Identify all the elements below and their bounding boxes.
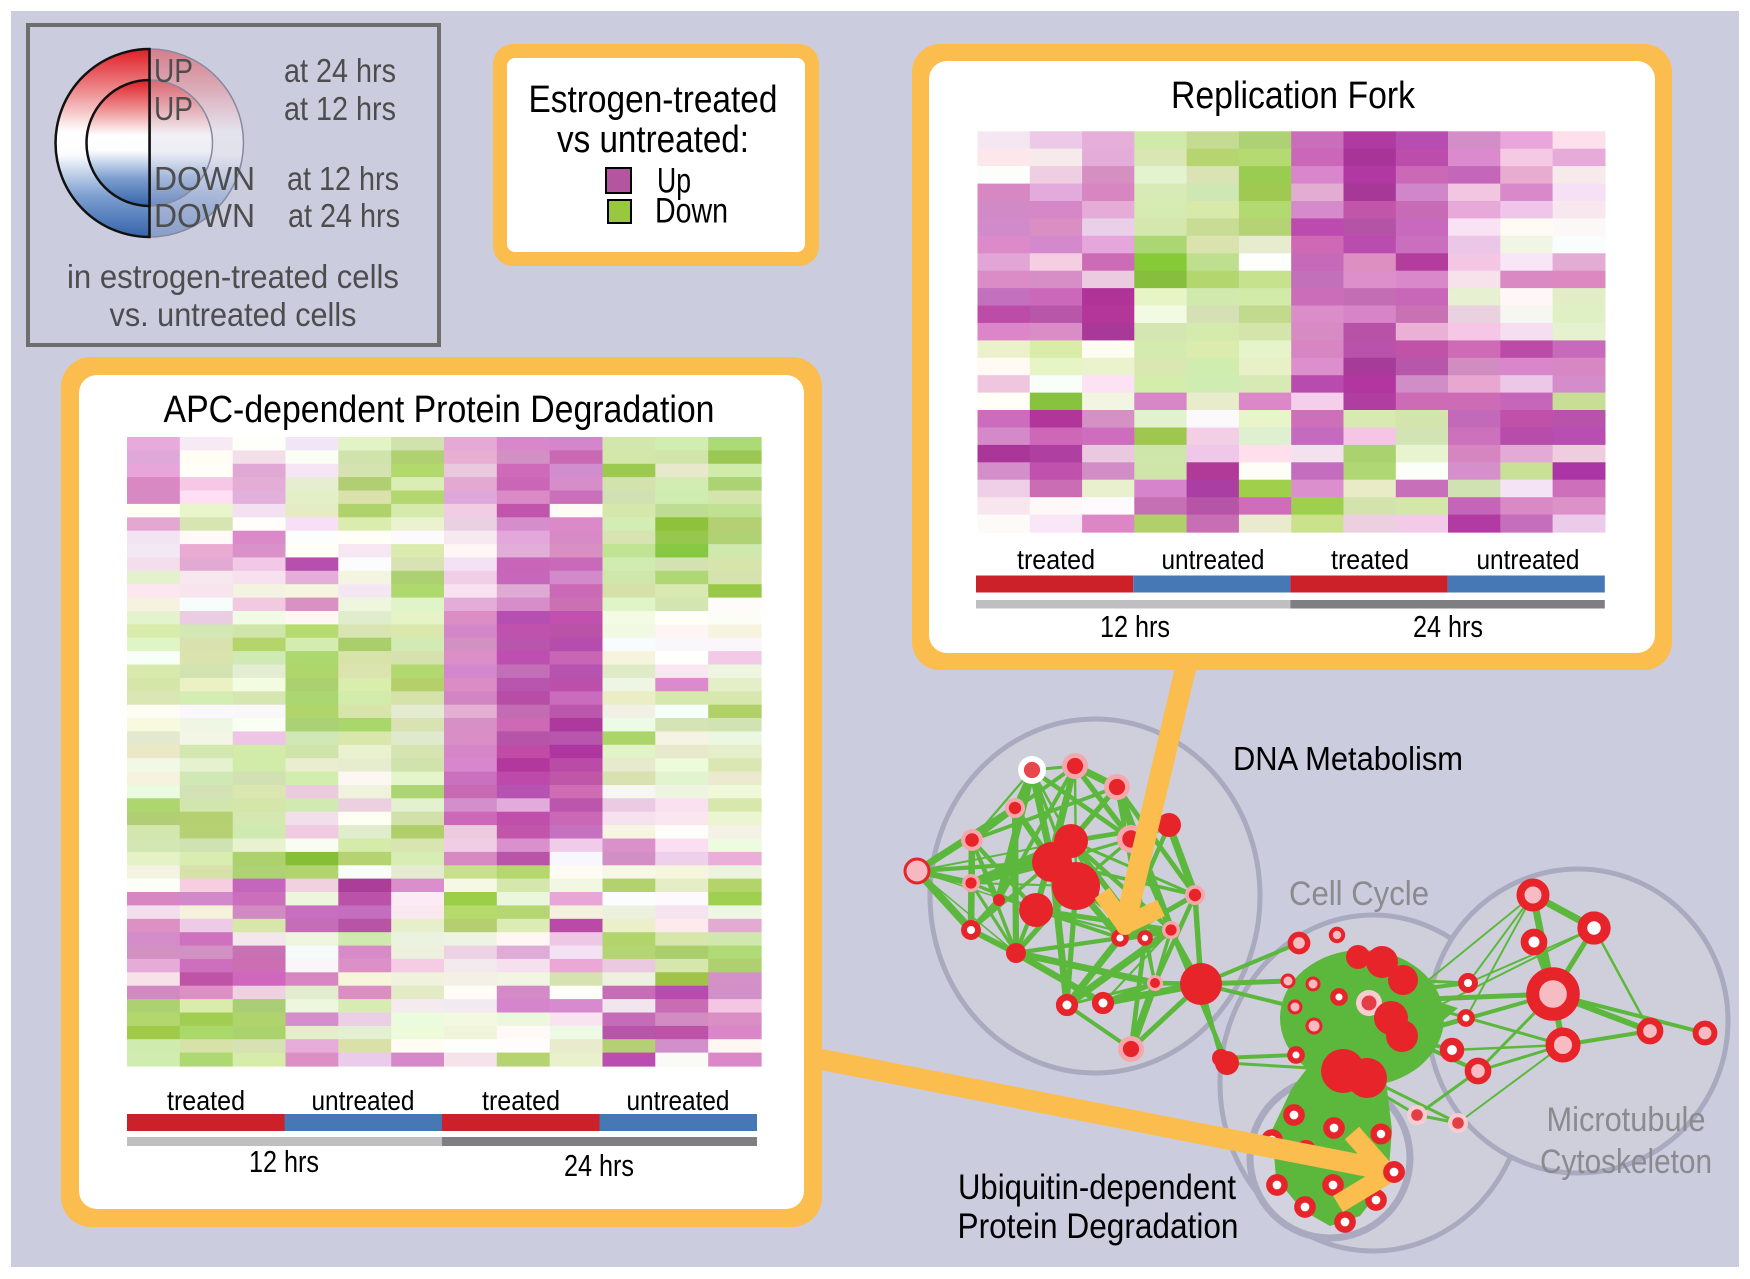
svg-text:DNA Metabolism: DNA Metabolism <box>1233 740 1463 777</box>
svg-text:24 hrs: 24 hrs <box>564 1148 634 1183</box>
svg-text:DOWN: DOWN <box>154 160 255 197</box>
svg-text:untreated: untreated <box>627 1085 730 1116</box>
svg-text:at 24 hrs: at 24 hrs <box>288 197 400 234</box>
svg-text:Estrogen-treated: Estrogen-treated <box>529 79 778 121</box>
svg-text:Protein Degradation: Protein Degradation <box>958 1207 1239 1246</box>
svg-text:APC-dependent Protein Degradat: APC-dependent Protein Degradation <box>164 389 715 431</box>
svg-text:Ubiquitin-dependent: Ubiquitin-dependent <box>958 1168 1236 1207</box>
svg-text:treated: treated <box>1017 544 1095 575</box>
svg-text:12 hrs: 12 hrs <box>1100 609 1170 644</box>
svg-text:Up: Up <box>657 162 691 201</box>
svg-text:Cytoskeleton: Cytoskeleton <box>1540 1143 1712 1181</box>
svg-text:UP: UP <box>154 90 193 127</box>
svg-text:12 hrs: 12 hrs <box>249 1144 319 1179</box>
svg-text:Microtubule: Microtubule <box>1547 1101 1706 1139</box>
svg-text:UP: UP <box>154 52 193 89</box>
svg-text:Replication Fork: Replication Fork <box>1171 75 1416 117</box>
svg-text:treated: treated <box>1331 544 1409 575</box>
svg-text:Down: Down <box>655 192 728 231</box>
svg-text:vs. untreated cells: vs. untreated cells <box>110 296 357 333</box>
svg-text:at 12 hrs: at 12 hrs <box>287 160 399 197</box>
svg-text:at 12 hrs: at 12 hrs <box>284 90 396 127</box>
svg-text:vs untreated:: vs untreated: <box>557 119 749 161</box>
svg-text:Cell Cycle: Cell Cycle <box>1289 875 1429 913</box>
svg-text:treated: treated <box>482 1085 560 1116</box>
svg-text:untreated: untreated <box>1162 544 1265 575</box>
svg-text:at 24 hrs: at 24 hrs <box>284 52 396 89</box>
svg-text:untreated: untreated <box>312 1085 415 1116</box>
svg-text:DOWN: DOWN <box>154 197 255 234</box>
svg-text:24 hrs: 24 hrs <box>1413 609 1483 644</box>
svg-text:in estrogen-treated cells: in estrogen-treated cells <box>67 258 399 295</box>
svg-text:untreated: untreated <box>1477 544 1580 575</box>
svg-text:treated: treated <box>167 1085 245 1116</box>
